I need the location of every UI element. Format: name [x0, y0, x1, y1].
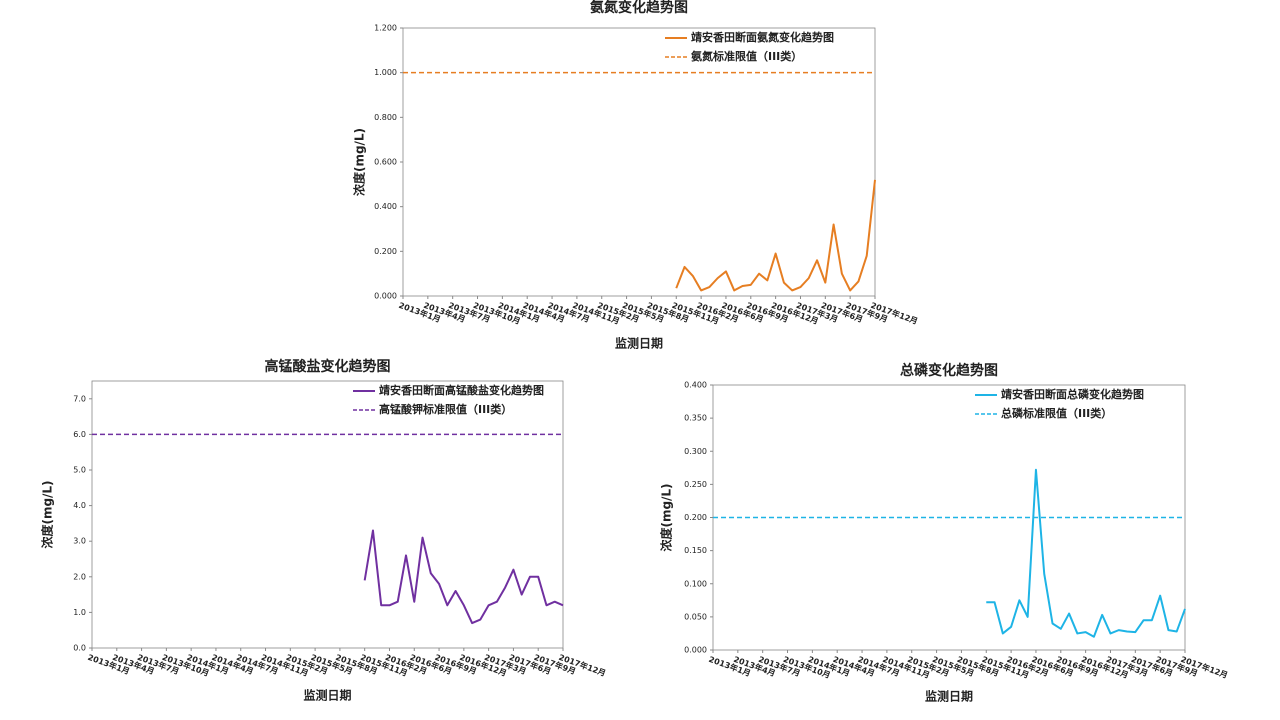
y-tick-label: 4.0 — [73, 501, 86, 510]
y-tick-label: 0.050 — [684, 612, 707, 621]
y-tick-label: 0.350 — [684, 414, 707, 423]
chart-title: 高锰酸盐变化趋势图 — [265, 358, 391, 375]
x-axis-label: 监测日期 — [615, 336, 663, 351]
y-tick-label: 6.0 — [73, 430, 86, 439]
chart: 高锰酸盐变化趋势图0.01.02.03.04.05.06.07.02013年1月… — [40, 358, 608, 703]
legend-label: 总磷标准限值（III类） — [1001, 406, 1112, 420]
y-tick-label: 0.000 — [684, 646, 707, 655]
y-tick-label: 0.300 — [684, 447, 707, 456]
y-tick-label: 0.250 — [684, 480, 707, 489]
y-tick-label: 1.200 — [374, 24, 397, 33]
chart-title: 总磷变化趋势图 — [900, 362, 998, 379]
legend-label: 氨氮标准限值（III类） — [691, 49, 802, 63]
data-line — [675, 179, 876, 292]
y-tick-label: 7.0 — [73, 394, 86, 403]
data-line — [986, 468, 1186, 638]
y-axis-label: 浓度(mg/L) — [659, 483, 674, 551]
y-axis-label: 浓度(mg/L) — [40, 480, 55, 548]
chart: 氨氮变化趋势图 0.000 0.200 0.400 0.600 0.800 1.000 1.2… — [352, 0, 920, 351]
y-tick-label: 0.150 — [684, 546, 707, 555]
y-tick-label: 0.600 — [374, 158, 397, 167]
legend-label: 靖安香田断面总磷变化趋势图 — [1001, 387, 1144, 401]
legend-label: 靖安香田断面氨氮变化趋势图 — [691, 30, 834, 44]
legend-label: 靖安香田断面高锰酸盐变化趋势图 — [379, 383, 544, 397]
y-tick-label: 1.0 — [73, 608, 86, 617]
y-tick-label: 0.400 — [374, 202, 397, 211]
y-tick-label: 0.000 — [374, 292, 397, 301]
y-tick-label: 0.100 — [684, 579, 707, 588]
y-tick-label: 0.800 — [374, 113, 397, 122]
y-tick-label: 0.0 — [73, 644, 86, 653]
y-tick-label: 0.400 — [684, 381, 707, 390]
chart-title: 氨氮变化趋势图 — [590, 0, 688, 16]
y-tick-label: 5.0 — [73, 466, 86, 475]
data-line — [363, 529, 564, 625]
y-axis-label: 浓度(mg/L) — [352, 128, 367, 196]
y-tick-label: 3.0 — [73, 537, 86, 546]
y-tick-label: 1.000 — [374, 68, 397, 77]
plot-area — [402, 27, 876, 297]
y-tick-label: 0.200 — [684, 513, 707, 522]
chart: 总磷变化趋势图 0.000 0.050 0.100 0.150 0.200 0.250 0.3… — [659, 362, 1230, 704]
y-tick-label: 0.200 — [374, 247, 397, 256]
x-axis-label: 监测日期 — [925, 689, 973, 704]
legend-label: 高锰酸钾标准限值（III类） — [379, 402, 512, 416]
y-tick-label: 2.0 — [73, 572, 86, 581]
plot-area — [91, 380, 564, 649]
x-axis-label: 监测日期 — [303, 688, 351, 703]
